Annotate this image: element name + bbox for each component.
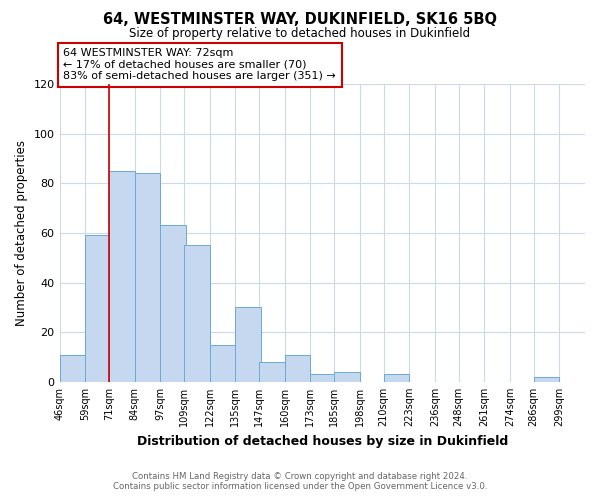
Bar [59, 354, 85, 382]
Bar [310, 374, 336, 382]
Bar [383, 374, 409, 382]
Y-axis label: Number of detached properties: Number of detached properties [15, 140, 28, 326]
Bar [259, 362, 285, 382]
Text: Contains HM Land Registry data © Crown copyright and database right 2024.
Contai: Contains HM Land Registry data © Crown c… [113, 472, 487, 491]
Text: 64 WESTMINSTER WAY: 72sqm
← 17% of detached houses are smaller (70)
83% of semi-: 64 WESTMINSTER WAY: 72sqm ← 17% of detac… [64, 48, 336, 82]
Bar [109, 171, 134, 382]
Bar [285, 354, 310, 382]
X-axis label: Distribution of detached houses by size in Dukinfield: Distribution of detached houses by size … [137, 434, 508, 448]
Bar [85, 236, 111, 382]
Text: 64, WESTMINSTER WAY, DUKINFIELD, SK16 5BQ: 64, WESTMINSTER WAY, DUKINFIELD, SK16 5B… [103, 12, 497, 28]
Text: Size of property relative to detached houses in Dukinfield: Size of property relative to detached ho… [130, 28, 470, 40]
Bar [235, 308, 261, 382]
Bar [334, 372, 360, 382]
Bar [209, 344, 235, 382]
Bar [533, 377, 559, 382]
Bar [160, 226, 186, 382]
Bar [134, 174, 160, 382]
Bar [184, 246, 209, 382]
